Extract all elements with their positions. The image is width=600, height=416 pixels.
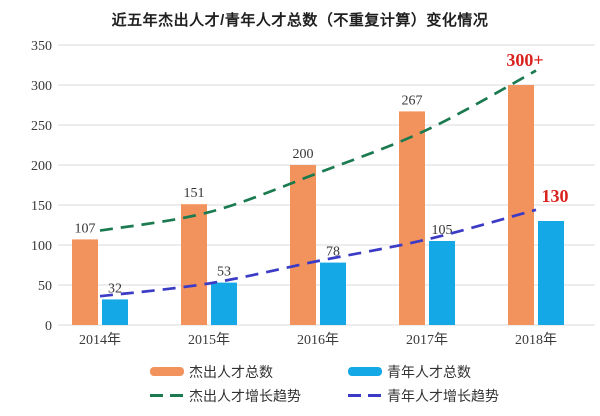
bar [508,85,534,325]
legend-dash-segment [170,394,183,397]
bar-value-label-emphasized: 300+ [506,50,543,70]
y-axis-tick-label: 250 [31,119,52,134]
legend-dash-swatch [150,394,184,397]
legend-dash-swatch [348,394,382,397]
bar [429,241,455,325]
legend-bar-swatch [348,367,382,376]
legend-dash-segment [348,394,361,397]
legend-bar-swatch [150,367,184,376]
bar-value-label: 78 [326,245,340,260]
y-axis-tick-label: 100 [31,239,52,254]
legend-label: 青年人才增长趋势 [387,387,499,404]
legend-item: 杰出人才增长趋势 [150,386,348,405]
y-axis-tick-label: 300 [31,79,52,94]
bar-value-label: 105 [432,223,453,238]
chart-legend: 杰出人才总数 青年人才总数杰出人才增长趋势 青年人才增长趋势 [150,362,499,405]
legend-item: 青年人才增长趋势 [348,386,499,405]
bar-value-label-emphasized: 130 [542,186,569,206]
bar-value-label: 32 [108,281,122,296]
bar-value-label: 53 [217,265,231,280]
y-axis-tick-label: 350 [31,39,52,54]
bar [320,262,346,325]
legend-label: 杰出人才增长趋势 [189,387,301,404]
legend-label: 青年人才总数 [387,363,471,380]
bar-value-label: 267 [402,93,423,108]
y-axis-tick-label: 200 [31,159,52,174]
x-axis-tick-label: 2015年 [188,332,230,348]
trend-line [99,208,537,298]
y-axis-tick-label: 0 [45,319,52,334]
legend-item: 青年人才总数 [348,362,499,381]
legend-label: 杰出人才总数 [189,363,273,380]
bar-value-label: 151 [184,186,205,201]
bar-value-label: 200 [293,147,314,162]
legend-item: 杰出人才总数 [150,362,348,381]
chart-title: 近五年杰出人才/青年人才总数（不重复计算）变化情况 [111,12,489,29]
bar [211,282,237,325]
trend-line [99,69,537,232]
y-axis-tick-label: 50 [38,279,52,294]
bar [181,204,207,325]
bar [72,239,98,325]
legend-dash-segment [368,394,381,397]
legend-dash-segment [150,394,163,397]
x-axis-tick-label: 2016年 [297,332,339,348]
bar [399,111,425,326]
x-axis-tick-label: 2014年 [79,332,121,348]
bar [102,299,128,325]
bar-value-label: 107 [75,221,96,236]
x-axis-tick-label: 2017年 [406,332,448,348]
bar [290,165,316,325]
y-axis-tick-label: 150 [31,199,52,214]
x-axis-tick-label: 2018年 [515,332,557,348]
bar [538,221,564,325]
